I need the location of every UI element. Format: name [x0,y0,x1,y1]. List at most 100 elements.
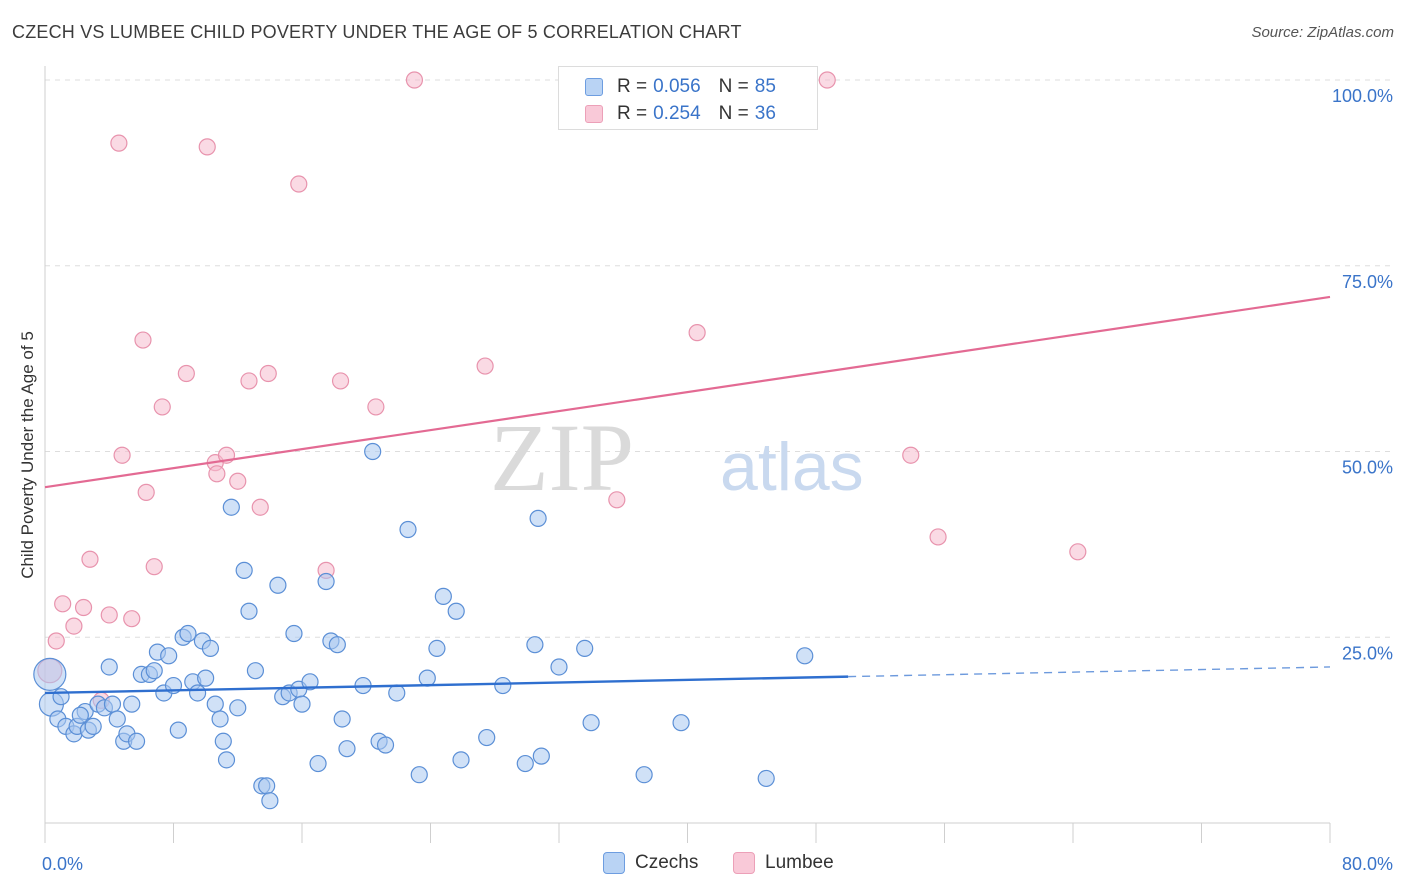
lumbee-point [134,331,152,349]
bottom-legend-label-lumbee: Lumbee [765,852,834,873]
lumbee-point [198,138,216,156]
czech-point [169,721,187,739]
czech-point [532,747,550,765]
lumbee-point [153,398,171,416]
lumbee-point [81,550,99,568]
czech-point [317,572,335,591]
bottom-legend-lumbee: Lumbee [733,852,834,874]
legend-r-label: R = [617,76,648,97]
czech-point [582,714,600,732]
lumbee-point [137,483,155,501]
czech-point [364,442,382,461]
legend-n-label: N = [718,103,749,124]
czech-point [123,695,141,713]
czech-point [103,695,122,713]
czech-point [309,754,327,773]
legend: R = 0.056 N = 85 R = 0.254 N = 36 [558,66,818,130]
czech-point [635,766,653,784]
czech-point [478,728,496,747]
y-axis-label: Child Poverty Under the Age of 5 [18,331,37,579]
y-tick-label: 50.0% [1342,458,1393,478]
czech-point [516,754,534,773]
czech-point [188,684,207,702]
lumbee-point [902,446,920,464]
czech-point [301,673,319,691]
czech-point [33,657,67,692]
czech-point [399,520,417,539]
lumbee-point [608,491,626,509]
czech-point [757,769,775,788]
bottom-legend-label-czechs: Czechs [635,852,699,873]
y-tick-label: 100.0% [1332,86,1393,106]
source-label: Source: ZipAtlas.com [1251,24,1394,41]
czech-point [796,647,814,665]
lumbee-point [100,606,118,624]
legend-row-czechs: R = 0.056 N = 85 [585,74,776,100]
czech-point [261,792,279,810]
czech-point [338,740,356,758]
czech-point [197,669,215,687]
czech-point [333,710,351,728]
czech-point [529,509,547,527]
czech-point [388,684,406,702]
lumbee-point [476,357,494,375]
czech-point [206,695,224,713]
x-tick-label: 80.0% [1342,854,1393,874]
bottom-legend-swatch-czechs [603,852,625,874]
lumbee-point [240,372,258,390]
czech-point [418,669,436,687]
watermark-zip: ZIP [490,404,634,511]
lumbee-point [177,364,195,383]
czech-point [526,636,544,654]
lumbee-point [1069,543,1087,561]
data-points [33,71,1087,810]
czech-point [452,751,470,769]
czech-point [269,576,287,594]
legend-row-lumbee: R = 0.254 N = 36 [585,101,776,127]
czech-trend-line [44,675,849,695]
lumbee-point [929,528,947,546]
lumbee-point [259,364,277,383]
legend-r-value: 0.254 [653,103,701,124]
czech-point [240,602,258,620]
czech-point [179,624,197,643]
bottom-legend-swatch-lumbee [733,852,755,874]
czech-point [447,602,465,620]
czech-point [160,647,178,665]
lumbee-point [74,598,93,617]
czech-point [235,561,253,579]
lumbee-point [113,446,131,464]
czech-point [100,658,118,676]
chart-title: CZECH VS LUMBEE CHILD POVERTY UNDER THE … [12,22,742,42]
czech-point [222,498,240,516]
czech-point [672,714,690,732]
lumbee-point [818,71,836,89]
czech-point [127,732,146,750]
legend-swatch-lumbee [585,105,603,123]
legend-n-value: 36 [754,103,776,124]
czech-point [214,732,232,750]
tick-labels: 25.0% 50.0% 75.0% 100.0% 0.0% 80.0% [42,86,1393,874]
czech-point [211,710,229,728]
czech-point [84,717,102,736]
czech-point [108,710,126,728]
czech-point [285,624,303,643]
x-tick-label: 0.0% [42,854,83,874]
lumbee-point [331,372,350,390]
czech-point [376,736,395,754]
czech-point [246,662,265,680]
czech-point [550,658,568,676]
lumbee-point [110,134,128,152]
lumbee-point [290,175,308,193]
lumbee-point [54,595,72,613]
czech-trend-extension [848,666,1331,678]
czech-point [145,662,163,680]
czech-point [293,695,311,713]
lumbee-point [47,632,65,650]
y-tick-label: 25.0% [1342,643,1393,663]
czech-point [201,639,220,657]
watermark-atlas: atlas [720,429,864,505]
lumbee-trend-line [44,295,1331,489]
czech-point [428,639,446,657]
czech-point [258,777,276,795]
